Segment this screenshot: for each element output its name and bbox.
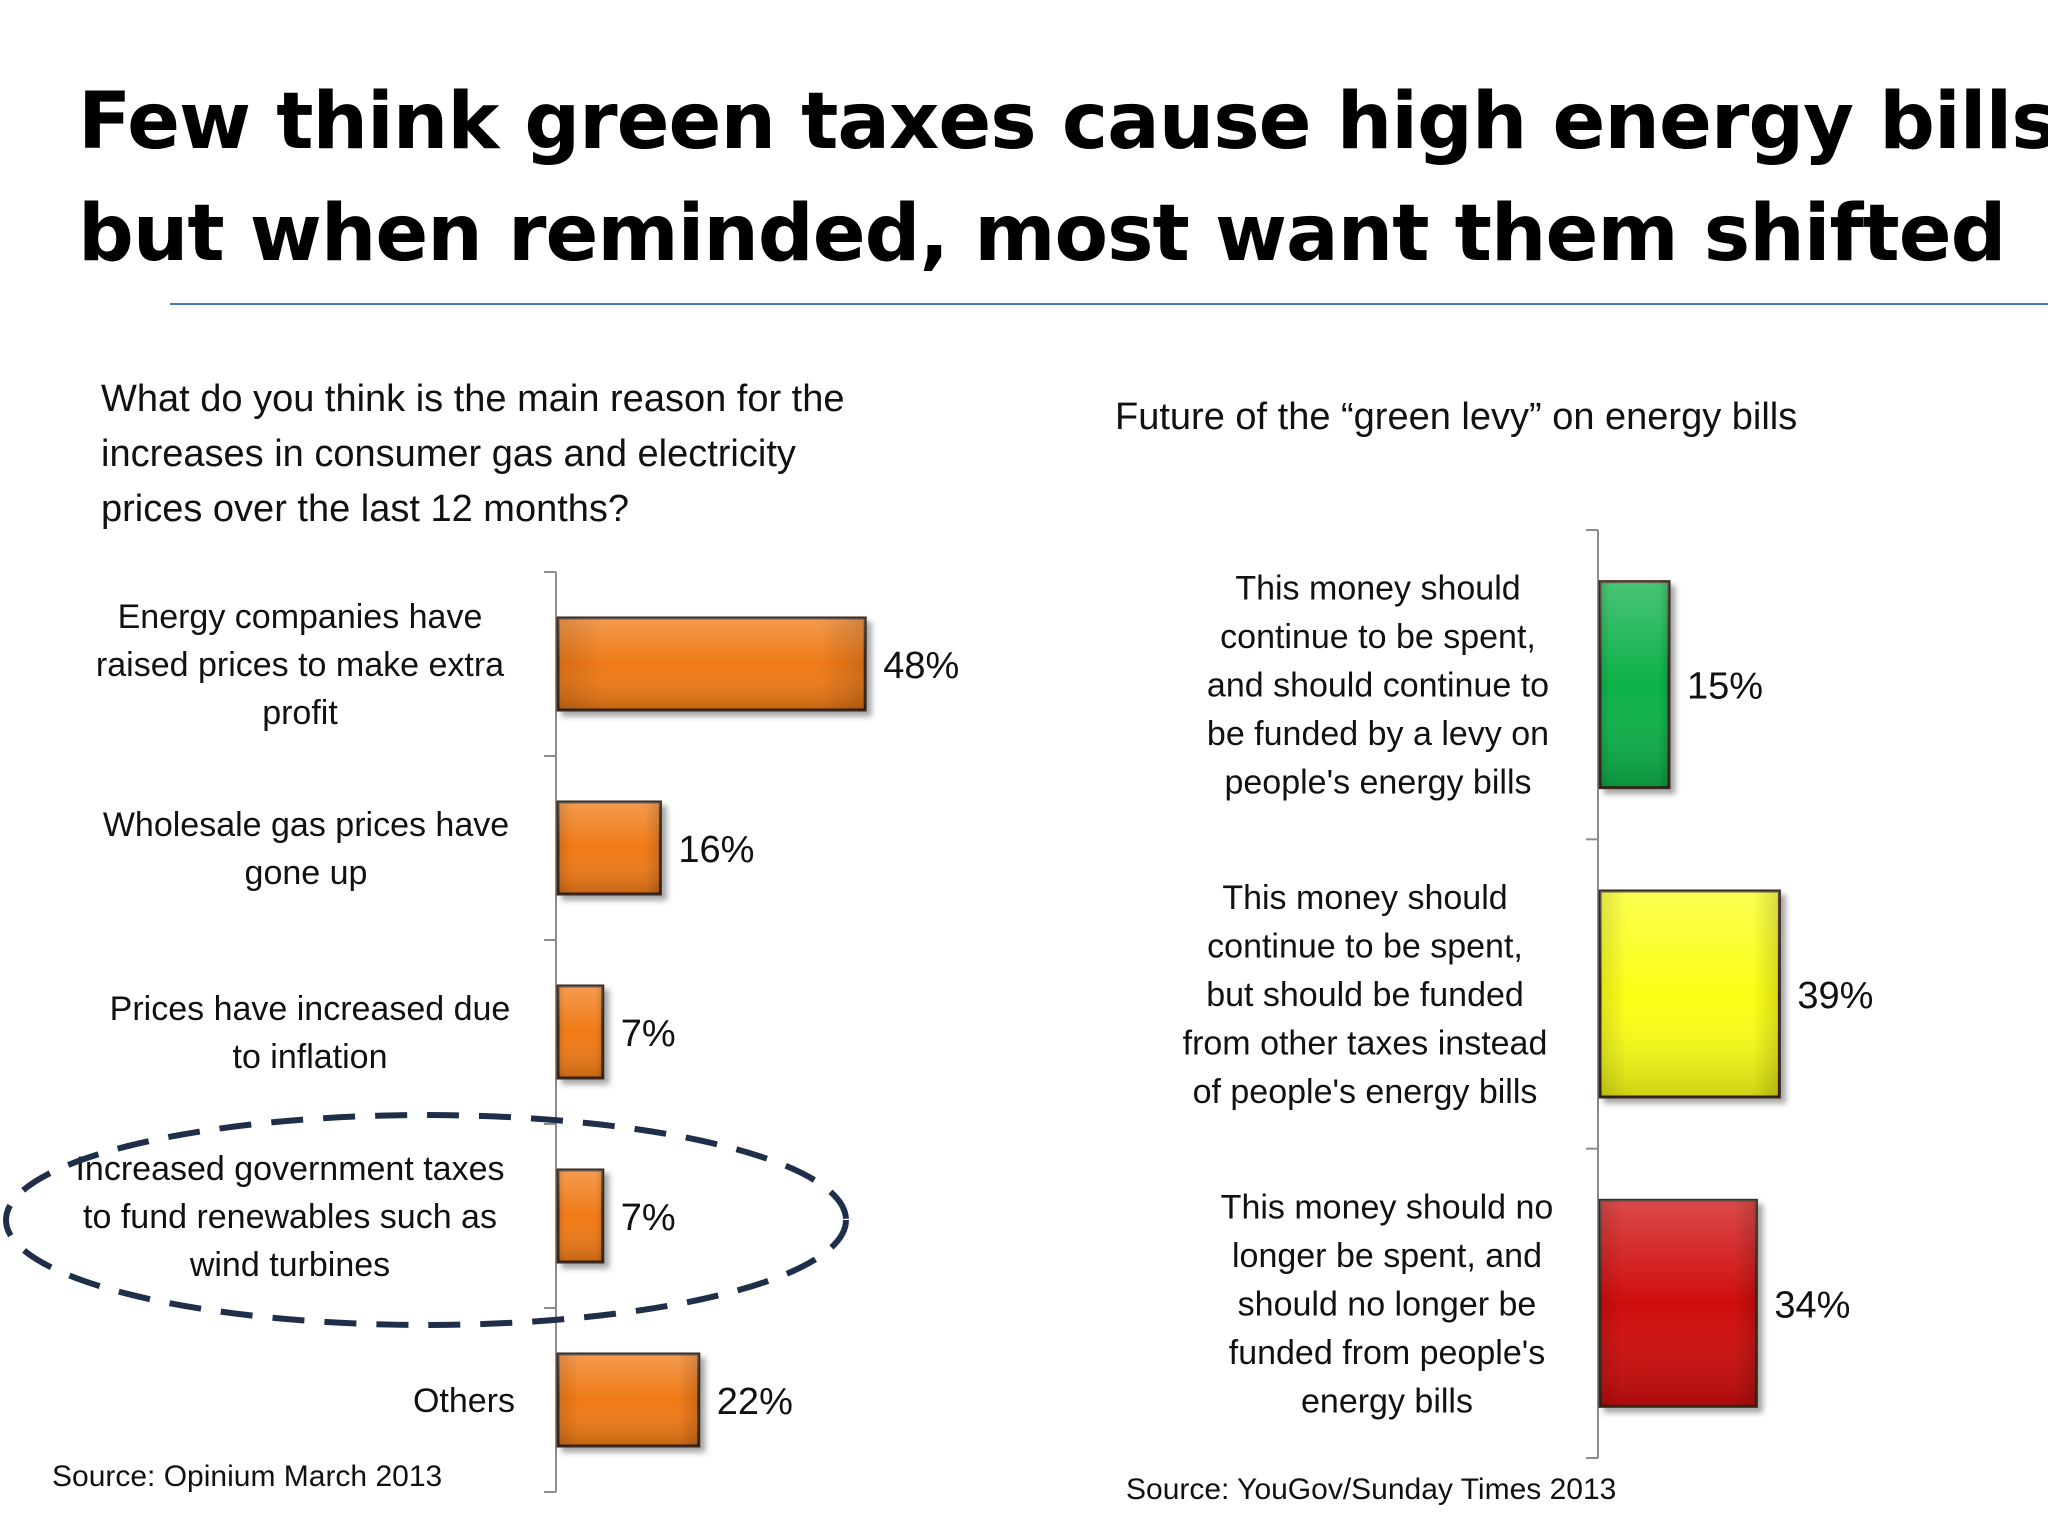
left-chart-title: What do you think is the main reason for… <box>101 372 1001 537</box>
left-chart-data-label: 48% <box>883 645 959 687</box>
left-chart-bar-edge-shading <box>558 986 603 1078</box>
right-chart-category-label-line: should no longer be <box>1238 1285 1537 1323</box>
left-chart-category-label-line: profit <box>262 694 338 732</box>
left-chart-bar-edge-shading <box>558 802 661 894</box>
slide-title: Few think green taxes cause high energy … <box>78 66 2048 290</box>
right-chart-category-label-line: continue to be spent, <box>1220 618 1536 656</box>
left-chart-category-label-line: to inflation <box>233 1038 388 1076</box>
right-chart-category-label: This money should no longer be spent, and… <box>1221 1188 1554 1420</box>
left-chart-bar-edge-shading <box>558 618 866 710</box>
right-chart-bar-edge-shading <box>1600 891 1780 1097</box>
left-chart-data-label: 7% <box>621 1013 676 1055</box>
left-chart-category-label-line: gone up <box>245 854 368 892</box>
left-chart-category-label-line: Others <box>413 1382 515 1420</box>
left-chart-bar-edge-shading <box>558 1354 699 1446</box>
right-chart-category-label-line: and should continue to <box>1207 667 1549 705</box>
left-chart-title-line: prices over the last 12 months? <box>101 488 630 530</box>
title-divider <box>170 303 2048 305</box>
slide-title-line-2: but when reminded, most want them shifte… <box>78 189 2006 279</box>
left-chart-data-label: 7% <box>621 1197 676 1239</box>
right-chart-title-line: Future of the “green levy” on energy bil… <box>1115 396 1798 438</box>
left-chart-category-label: Energy companies have raised prices to ma… <box>96 598 504 732</box>
right-chart-category-label: This money should continue to be spent, an… <box>1207 570 1549 802</box>
slide-title-line-1: Few think green taxes cause high energy … <box>78 77 2048 167</box>
left-chart-category-label: Wholesale gas prices have gone up <box>103 806 509 892</box>
right-bar-chart: 15% This money should continue to be spent… <box>1183 529 1873 1459</box>
right-chart-category-label-line: people's energy bills <box>1224 764 1531 802</box>
right-chart-title: Future of the “green levy” on energy bil… <box>1115 390 2015 445</box>
left-chart-data-label: 22% <box>717 1381 793 1423</box>
right-chart-data-label: 15% <box>1687 666 1763 708</box>
right-chart-bar-edge-shading <box>1600 1200 1757 1407</box>
left-source-note: Source: Opinium March 2013 <box>52 1460 443 1493</box>
right-chart-category-label-line: longer be spent, and <box>1232 1237 1542 1275</box>
right-chart-category-label-line: be funded by a levy on <box>1207 715 1549 753</box>
right-chart-category-label-line: energy bills <box>1301 1382 1473 1420</box>
left-chart-title-line: What do you think is the main reason for… <box>101 378 845 420</box>
left-chart-category-label: Increased government taxes to fund renewa… <box>75 1150 504 1284</box>
right-chart-category-label-line: but should be funded <box>1206 976 1524 1014</box>
right-chart-category-label: This money should continue to be spent, bu… <box>1183 879 1548 1111</box>
right-chart-category-label-line: of people's energy bills <box>1193 1073 1538 1111</box>
right-chart-data-label: 39% <box>1797 975 1873 1017</box>
left-chart-category-label: Prices have increased due to inflation <box>110 990 511 1076</box>
left-chart-category-label: Others <box>413 1382 515 1420</box>
right-chart-data-label: 34% <box>1774 1284 1850 1326</box>
left-chart-data-label: 16% <box>678 829 754 871</box>
right-chart-category-label-line: This money should no <box>1221 1188 1554 1226</box>
right-chart-category-label-line: from other taxes instead <box>1183 1025 1548 1063</box>
highlight-ellipse <box>3 1112 849 1328</box>
left-chart-category-label-line: Energy companies have <box>118 598 483 636</box>
left-chart-category-label-line: to fund renewables such as <box>83 1198 497 1236</box>
left-chart-bar-edge-shading <box>558 1170 603 1262</box>
left-chart-category-label-line: raised prices to make extra <box>96 646 504 684</box>
right-source-note: Source: YouGov/Sunday Times 2013 <box>1126 1473 1617 1506</box>
left-bar-chart: 48% Energy companies have raised prices to… <box>3 571 959 1493</box>
left-chart-category-label-line: wind turbines <box>189 1246 390 1284</box>
left-chart-category-label-line: Increased government taxes <box>75 1150 504 1188</box>
right-chart-bar-edge-shading <box>1600 581 1669 788</box>
right-chart-category-label-line: This money should <box>1222 879 1507 917</box>
left-chart-category-label-line: Prices have increased due <box>110 990 511 1028</box>
right-chart-category-label-line: funded from people's <box>1229 1334 1545 1372</box>
right-chart-category-label-line: continue to be spent, <box>1207 928 1523 966</box>
left-chart-category-label-line: Wholesale gas prices have <box>103 806 509 844</box>
left-chart-title-line: increases in consumer gas and electricit… <box>101 433 796 475</box>
right-chart-category-label-line: This money should <box>1235 570 1520 608</box>
